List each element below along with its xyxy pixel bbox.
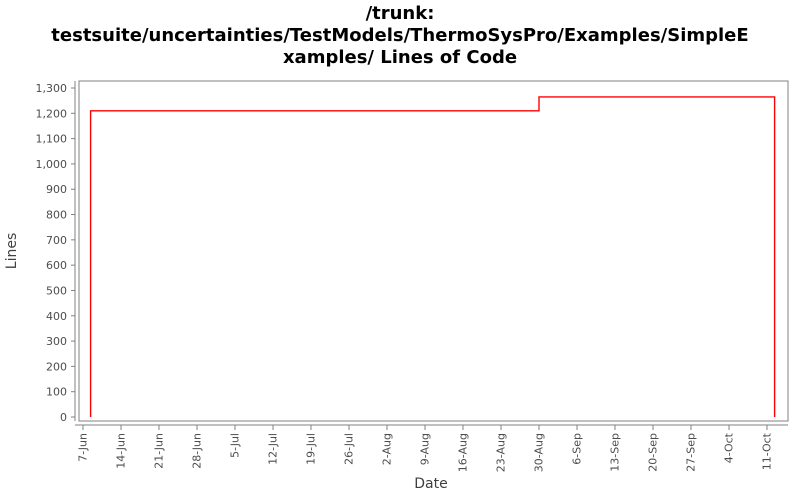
x-tick-label: 19-Jul (305, 433, 318, 465)
x-tick-label: 20-Sep (647, 433, 660, 472)
x-tick-label: 12-Jul (267, 433, 280, 465)
x-tick-label: 30-Aug (533, 433, 546, 472)
chart-title-line-2: testsuite/uncertainties/TestModels/Therm… (51, 25, 749, 46)
y-tick-label: 1,000 (36, 158, 68, 171)
y-tick-label: 0 (60, 411, 67, 424)
y-tick-label: 900 (46, 183, 67, 196)
x-tick-label: 14-Jun (115, 433, 128, 469)
x-axis-title: Date (414, 476, 447, 492)
x-tick-label: 26-Jul (343, 433, 356, 465)
y-tick-label: 600 (46, 259, 67, 272)
y-tick-label: 300 (46, 335, 67, 348)
x-tick-label: 4-Oct (723, 432, 736, 463)
y-tick-label: 500 (46, 284, 67, 297)
y-tick-label: 1,300 (36, 82, 68, 95)
x-tick-label: 21-Jun (153, 433, 166, 469)
y-tick-label: 1,200 (36, 107, 68, 120)
y-tick-label: 800 (46, 209, 67, 222)
loc-series-line (89, 96, 776, 417)
y-tick-label: 400 (46, 310, 67, 323)
chart-title-line-1: /trunk: (365, 3, 435, 24)
y-tick-label: 1,100 (36, 133, 68, 146)
x-tick-label: 5-Jul (229, 433, 242, 458)
x-tick-label: 9-Aug (419, 433, 432, 465)
x-tick-label: 6-Sep (571, 433, 584, 465)
chart-plot-layer: 0 100 200 300 400 500 600 700 800 900 1,000 1,100 1,… (36, 80, 789, 472)
x-tick-label: 2-Aug (381, 433, 394, 465)
x-tick-label: 23-Aug (495, 433, 508, 472)
y-tick-label: 100 (46, 386, 67, 399)
plot-border (78, 80, 789, 422)
chart-title-line-3: xamples/ Lines of Code (282, 47, 518, 68)
x-tick-label: 7-Jun (77, 433, 90, 462)
y-tick-label: 700 (46, 234, 67, 247)
x-tick-label: 27-Sep (685, 433, 698, 472)
x-tick-label: 11-Oct (761, 432, 774, 470)
x-tick-label: 28-Jun (191, 433, 204, 469)
chart-title: /trunk: testsuite/uncertainties/TestMode… (0, 3, 800, 69)
x-tick-label: 13-Sep (609, 433, 622, 472)
x-tick-label: 16-Aug (457, 433, 470, 472)
y-axis-title: Lines (4, 233, 20, 269)
y-tick-label: 200 (46, 360, 67, 373)
